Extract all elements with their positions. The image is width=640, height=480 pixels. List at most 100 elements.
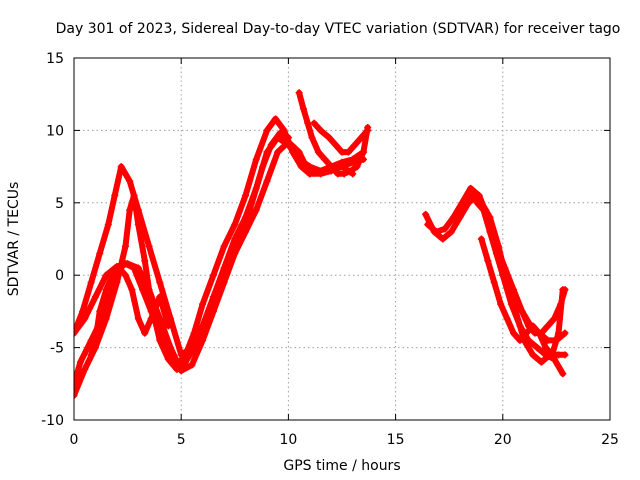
x-tick-label: 5 — [177, 432, 186, 448]
data-point — [561, 351, 569, 359]
data-point — [497, 300, 505, 308]
data-point — [516, 336, 524, 344]
data-point — [327, 163, 335, 171]
y-tick-label: 0 — [55, 268, 64, 284]
y-tick-label: 15 — [46, 51, 64, 67]
data-point — [550, 315, 558, 323]
data-point — [499, 271, 507, 279]
data-point — [181, 358, 189, 366]
data-point — [166, 344, 174, 352]
x-axis-label: GPS time / hours — [283, 458, 400, 474]
data-point — [441, 225, 449, 233]
data-point — [242, 228, 250, 236]
data-point — [503, 315, 511, 323]
data-point — [535, 329, 543, 337]
data-point — [512, 300, 520, 308]
data-point — [353, 163, 361, 171]
series-track — [74, 130, 292, 399]
data-point — [134, 264, 142, 272]
data-point — [299, 105, 307, 113]
data-point — [252, 206, 260, 214]
data-point — [130, 192, 138, 200]
y-tick-label: -5 — [50, 341, 64, 357]
data-point — [432, 228, 440, 236]
series-track-12 — [477, 235, 567, 359]
data-point — [529, 351, 537, 359]
series-layer — [74, 89, 569, 399]
data-point — [263, 126, 271, 134]
data-point — [87, 278, 95, 286]
data-point — [145, 286, 153, 294]
data-point — [542, 344, 550, 352]
data-point — [284, 138, 292, 146]
data-point — [276, 129, 284, 137]
data-point — [111, 192, 119, 200]
data-point — [74, 329, 78, 337]
series-track — [74, 139, 356, 374]
data-point — [156, 336, 164, 344]
data-point — [351, 141, 359, 149]
data-point — [81, 365, 89, 373]
data-point — [559, 286, 567, 294]
data-point — [128, 286, 136, 294]
data-point — [295, 89, 303, 97]
data-point — [510, 329, 518, 337]
x-tick-label: 25 — [601, 432, 619, 448]
data-point — [263, 177, 271, 185]
x-tick-label: 10 — [279, 432, 297, 448]
data-point — [188, 361, 196, 369]
data-point — [321, 155, 329, 163]
data-point — [177, 351, 185, 359]
series-track-11 — [473, 199, 569, 337]
data-point — [340, 170, 348, 178]
series-track-5 — [87, 264, 172, 359]
data-point — [469, 192, 477, 200]
data-point — [141, 329, 149, 337]
data-point — [81, 315, 89, 323]
data-point — [272, 115, 280, 123]
data-point — [242, 192, 250, 200]
data-point — [117, 163, 125, 171]
data-point — [477, 235, 485, 243]
data-point — [96, 307, 104, 315]
data-point — [548, 351, 556, 359]
data-point — [102, 286, 110, 294]
data-point — [314, 148, 322, 156]
data-point — [486, 228, 494, 236]
data-point — [338, 163, 346, 171]
data-point — [349, 155, 357, 163]
data-point — [518, 307, 526, 315]
data-point — [134, 315, 142, 323]
data-point — [334, 170, 342, 178]
series-track — [74, 115, 367, 387]
data-point — [460, 199, 468, 207]
data-point — [306, 170, 314, 178]
series-track-2 — [74, 134, 367, 359]
data-point — [512, 307, 520, 315]
data-point — [259, 163, 267, 171]
data-point — [220, 278, 228, 286]
series-track-4 — [74, 138, 357, 375]
data-point — [537, 358, 545, 366]
data-point — [317, 126, 325, 134]
data-point — [267, 141, 275, 149]
series-track — [424, 185, 568, 344]
data-point — [145, 242, 153, 250]
data-point — [467, 184, 475, 192]
data-point — [209, 307, 217, 315]
data-point — [121, 242, 129, 250]
data-point — [533, 344, 541, 352]
data-point — [231, 249, 239, 257]
y-tick-label: -10 — [41, 413, 64, 429]
data-point — [126, 177, 134, 185]
data-point — [308, 134, 316, 142]
series-track — [478, 236, 566, 358]
data-point — [522, 329, 530, 337]
series-track-7 — [310, 119, 372, 156]
data-point — [164, 322, 172, 330]
data-point — [104, 221, 112, 229]
x-tick-label: 15 — [387, 432, 405, 448]
data-point — [325, 134, 333, 142]
data-point — [424, 221, 432, 229]
